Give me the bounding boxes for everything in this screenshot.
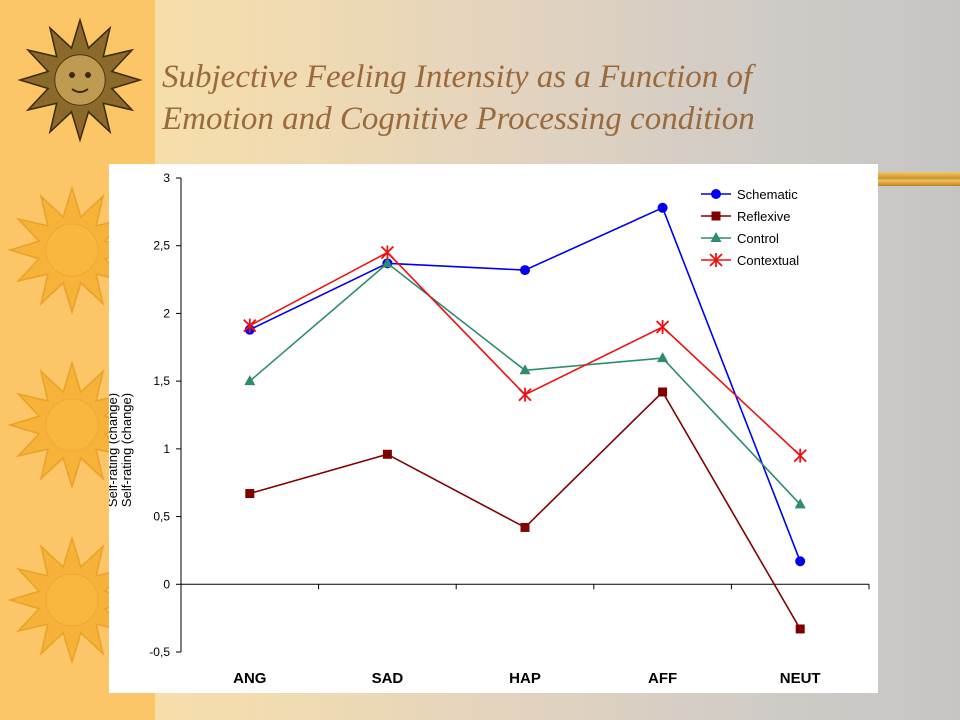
series-point [245, 489, 255, 499]
series-point [381, 257, 393, 268]
series-point [520, 265, 530, 276]
y-tick-label: 3 [163, 171, 170, 185]
series-line-control [249, 262, 801, 505]
series-point [243, 318, 257, 333]
sun-decorations [7, 17, 143, 665]
sun-icon [7, 360, 137, 490]
series-line-reflexive [249, 390, 801, 630]
x-tick-label: ANG [233, 670, 266, 687]
series-point [793, 448, 807, 463]
x-tick-label: AFF [648, 670, 677, 687]
series-point [382, 449, 392, 459]
legend-label: Control [737, 231, 779, 246]
series-point [709, 253, 723, 267]
y-tick-label: 0,5 [153, 510, 170, 524]
x-tick-label: NEUT [780, 670, 821, 687]
x-tick-label: HAP [509, 670, 541, 687]
sun-icon [7, 185, 137, 315]
slide-title: Subjective Feeling Intensity as a Functi… [162, 56, 942, 140]
sun-icon [7, 535, 137, 665]
decorative-gold-rule [872, 172, 960, 186]
sun-icon [17, 17, 143, 143]
slide-title-line-1: Subjective Feeling Intensity as a Functi… [162, 59, 753, 95]
series-point [795, 556, 806, 567]
series-point [795, 624, 805, 634]
series-point [520, 522, 530, 532]
chart-frame: -0,5 0 0,5 1 1,5 2 2,5 3 ANG SAD HAP AFF NEUT Schema… [109, 164, 878, 693]
series-point [518, 387, 532, 402]
series-point [380, 245, 395, 260]
y-tick-label: 2,5 [153, 239, 170, 253]
x-tick-label: SAD [372, 670, 404, 687]
y-tick-label: 1,5 [153, 374, 170, 388]
series-line-contextual [249, 251, 801, 457]
y-tick-label: 2 [163, 306, 170, 320]
y-axis-label-overlay: Self-rating (change) [109, 393, 120, 507]
legend-label: Contextual [737, 253, 799, 268]
series-point [710, 232, 722, 242]
y-tick-label: -0,5 [149, 645, 170, 659]
series-point [658, 387, 668, 397]
legend-label: Reflexive [737, 209, 790, 224]
series-point [657, 202, 668, 213]
slide-title-line-2: Emotion and Cognitive Processing conditi… [162, 101, 755, 137]
series-point [519, 364, 531, 375]
y-tick-label: 1 [163, 442, 170, 456]
y-tick-label: 0 [163, 577, 170, 591]
line-chart: -0,5 0 0,5 1 1,5 2 2,5 3 ANG SAD HAP AFF NEUT Schema… [109, 171, 870, 687]
legend-label: Schematic [737, 187, 798, 202]
series-point [794, 498, 806, 509]
series-point [711, 189, 721, 199]
series-point [655, 319, 670, 334]
series-point [244, 375, 256, 386]
y-axis-label: Self-rating (change) [119, 393, 134, 507]
series-point [711, 211, 721, 221]
series-point [657, 352, 669, 363]
